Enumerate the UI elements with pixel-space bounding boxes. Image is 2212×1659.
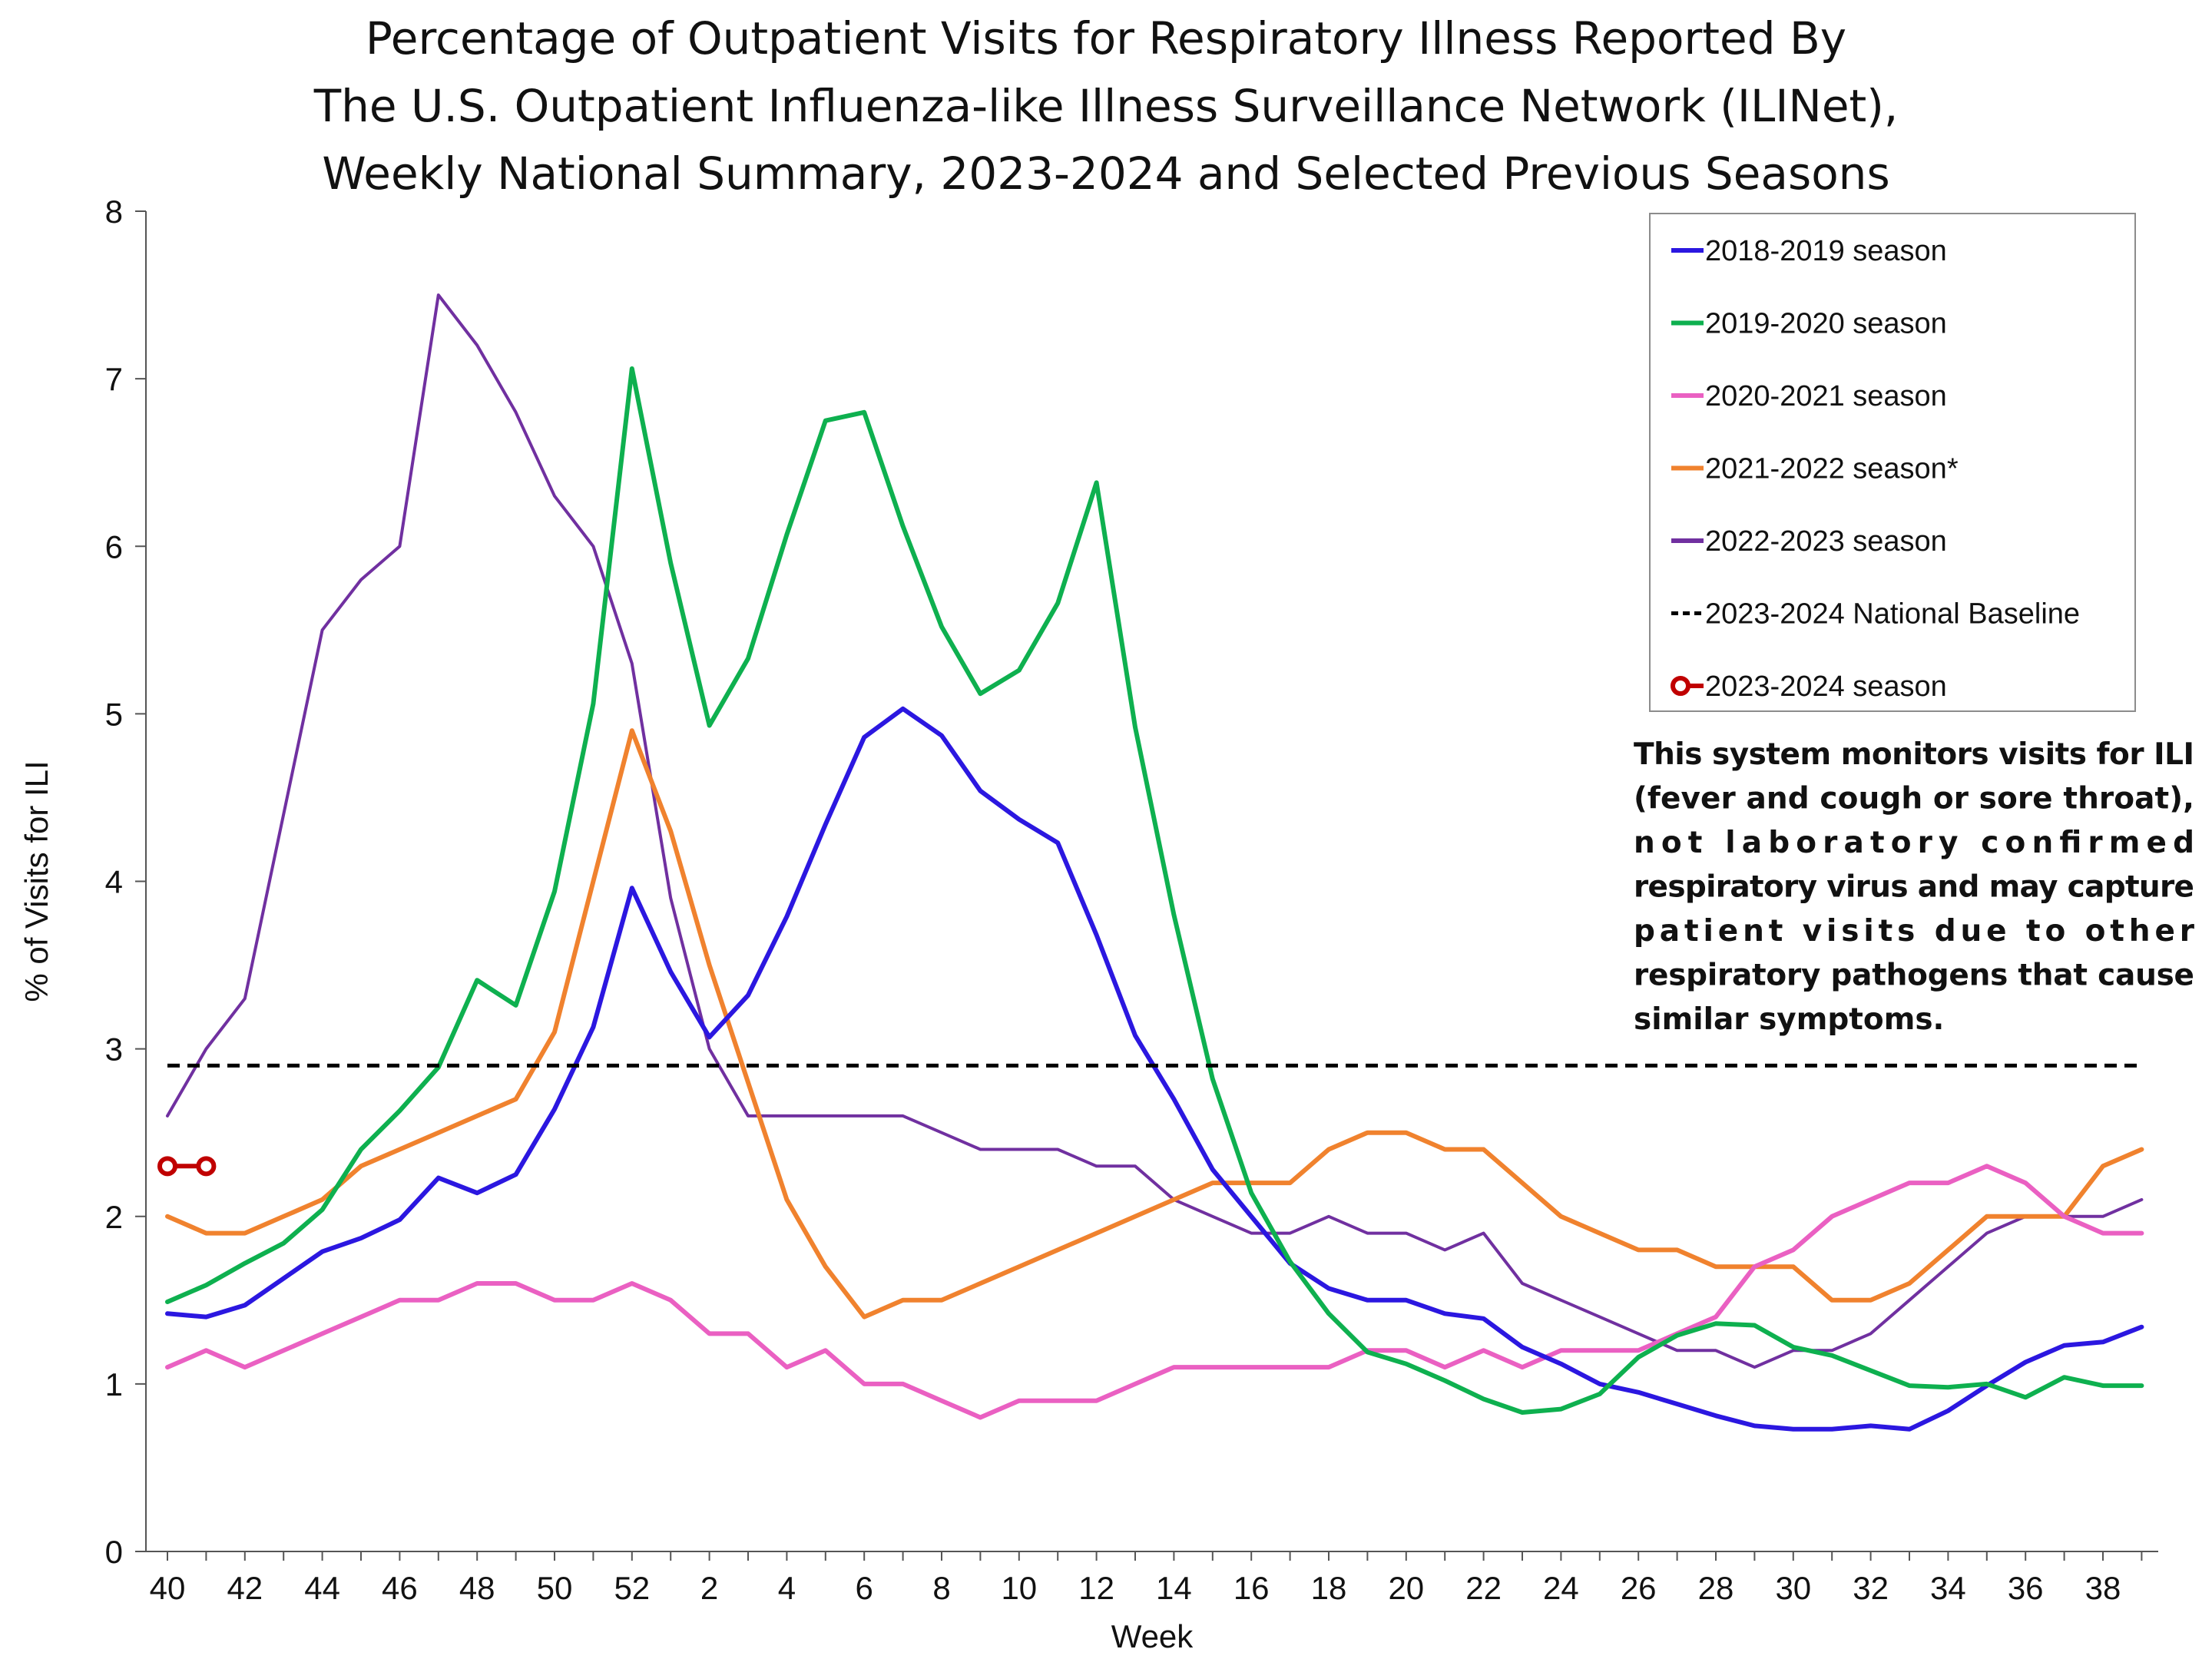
legend-entry: 2023-2024 season: [1671, 671, 1947, 703]
surveillance-note: This system monitors visits for ILI (feve…: [1634, 737, 2195, 1037]
x-tick-label: 42: [227, 1570, 263, 1606]
x-tick-label: 6: [856, 1570, 873, 1606]
chart-title-line-3: Weekly National Summary, 2023-2024 and S…: [322, 147, 1889, 200]
series-point: [196, 1156, 217, 1177]
note-line: This system monitors visits for ILI: [1634, 737, 2194, 772]
series-layer: [157, 293, 2144, 1432]
x-axis-title: Week: [1111, 1618, 1194, 1654]
y-tick-label: 1: [105, 1366, 123, 1402]
legend-entry: 2023-2024 National Baseline: [1671, 598, 2080, 631]
series-1: [165, 366, 2144, 1415]
y-tick-label: 5: [105, 696, 123, 732]
legend-label: 2021-2022 season*: [1705, 453, 1959, 485]
legend-label: 2020-2021 season: [1705, 380, 1947, 412]
y-axis-title: % of Visits for ILI: [18, 760, 55, 1002]
series-2: [165, 1164, 2144, 1420]
legend-entry: 2021-2022 season*: [1671, 453, 1959, 485]
x-tick-label: 16: [1233, 1570, 1270, 1606]
x-tick-label: 52: [614, 1570, 650, 1606]
x-tick-label: 44: [304, 1570, 340, 1606]
note-line: respiratory virus and may capture: [1634, 870, 2194, 905]
x-tick-label: 38: [2085, 1570, 2121, 1606]
legend-entry: 2018-2019 season: [1671, 235, 1947, 267]
y-tick-label: 7: [105, 361, 123, 397]
y-tick-label: 2: [105, 1199, 123, 1235]
x-tick-label: 36: [2008, 1570, 2044, 1606]
x-tick-label: 24: [1543, 1570, 1579, 1606]
legend-label: 2018-2019 season: [1705, 235, 1947, 267]
chart-title-line-1: Percentage of Outpatient Visits for Resp…: [366, 12, 1846, 65]
x-tick-label: 34: [1930, 1570, 1966, 1606]
legend-label: 2022-2023 season: [1705, 525, 1947, 558]
legend-label: 2023-2024 National Baseline: [1705, 598, 2080, 631]
legend-box: [1649, 213, 2136, 712]
legend-entry: 2019-2020 season: [1671, 308, 1947, 340]
series-line: [165, 1164, 2144, 1420]
note-line: similar symptoms.: [1634, 1002, 1944, 1037]
x-tick-label: 18: [1311, 1570, 1347, 1606]
y-tick-label: 3: [105, 1031, 123, 1068]
x-tick-label: 40: [150, 1570, 186, 1606]
x-tick-label: 48: [459, 1570, 495, 1606]
note-line: (fever and cough or sore throat),: [1634, 782, 2194, 816]
legend-label: 2023-2024 season: [1705, 671, 1947, 703]
x-tick-label: 14: [1156, 1570, 1192, 1606]
x-tick-label: 12: [1078, 1570, 1114, 1606]
chart-title-line-2: The U.S. Outpatient Influenza-like Illne…: [313, 80, 1899, 132]
note-line: not laboratory confirmed: [1634, 826, 2194, 860]
legend: 2018-2019 season 2019-2020 season 2020-202…: [1649, 213, 2136, 712]
y-tick-label: 8: [105, 194, 123, 230]
legend-label: 2019-2020 season: [1705, 308, 1947, 340]
x-tick-label: 10: [1001, 1570, 1037, 1606]
x-tick-label: 32: [1853, 1570, 1889, 1606]
x-tick-label: 50: [537, 1570, 573, 1606]
y-tick-label: 0: [105, 1534, 123, 1570]
x-tick-label: 28: [1698, 1570, 1734, 1606]
series-6: [157, 1156, 217, 1177]
x-tick-label: 8: [932, 1570, 950, 1606]
legend-entry: 2020-2021 season: [1671, 380, 1947, 412]
x-tick-label: 26: [1621, 1570, 1657, 1606]
x-tick-label: 4: [778, 1570, 796, 1606]
legend-marker: [1671, 676, 1690, 696]
note-line: respiratory pathogens that cause: [1634, 959, 2194, 993]
x-axis-ticks: 40 42 44 46 48 50 52 2 4 6 8 10 12 14 16 18 20 22 24 26 28 30…: [150, 1551, 2143, 1606]
series-line: [165, 366, 2144, 1415]
chart-title: Percentage of Outpatient Visits for Resp…: [313, 12, 1899, 200]
note-line: patient visits due to other: [1634, 914, 2195, 949]
y-axis-ticks: 0 1 2 3 4 5 6 7 8: [105, 194, 146, 1570]
legend-entry: 2022-2023 season: [1671, 525, 1947, 558]
y-tick-label: 6: [105, 528, 123, 565]
series-line: [165, 728, 2144, 1320]
x-tick-label: 46: [382, 1570, 418, 1606]
x-tick-label: 30: [1775, 1570, 1811, 1606]
x-tick-label: 22: [1465, 1570, 1502, 1606]
x-tick-label: 20: [1388, 1570, 1424, 1606]
series-3: [165, 728, 2144, 1320]
x-tick-label: 2: [700, 1570, 718, 1606]
series-point: [157, 1156, 177, 1177]
y-tick-label: 4: [105, 864, 123, 900]
